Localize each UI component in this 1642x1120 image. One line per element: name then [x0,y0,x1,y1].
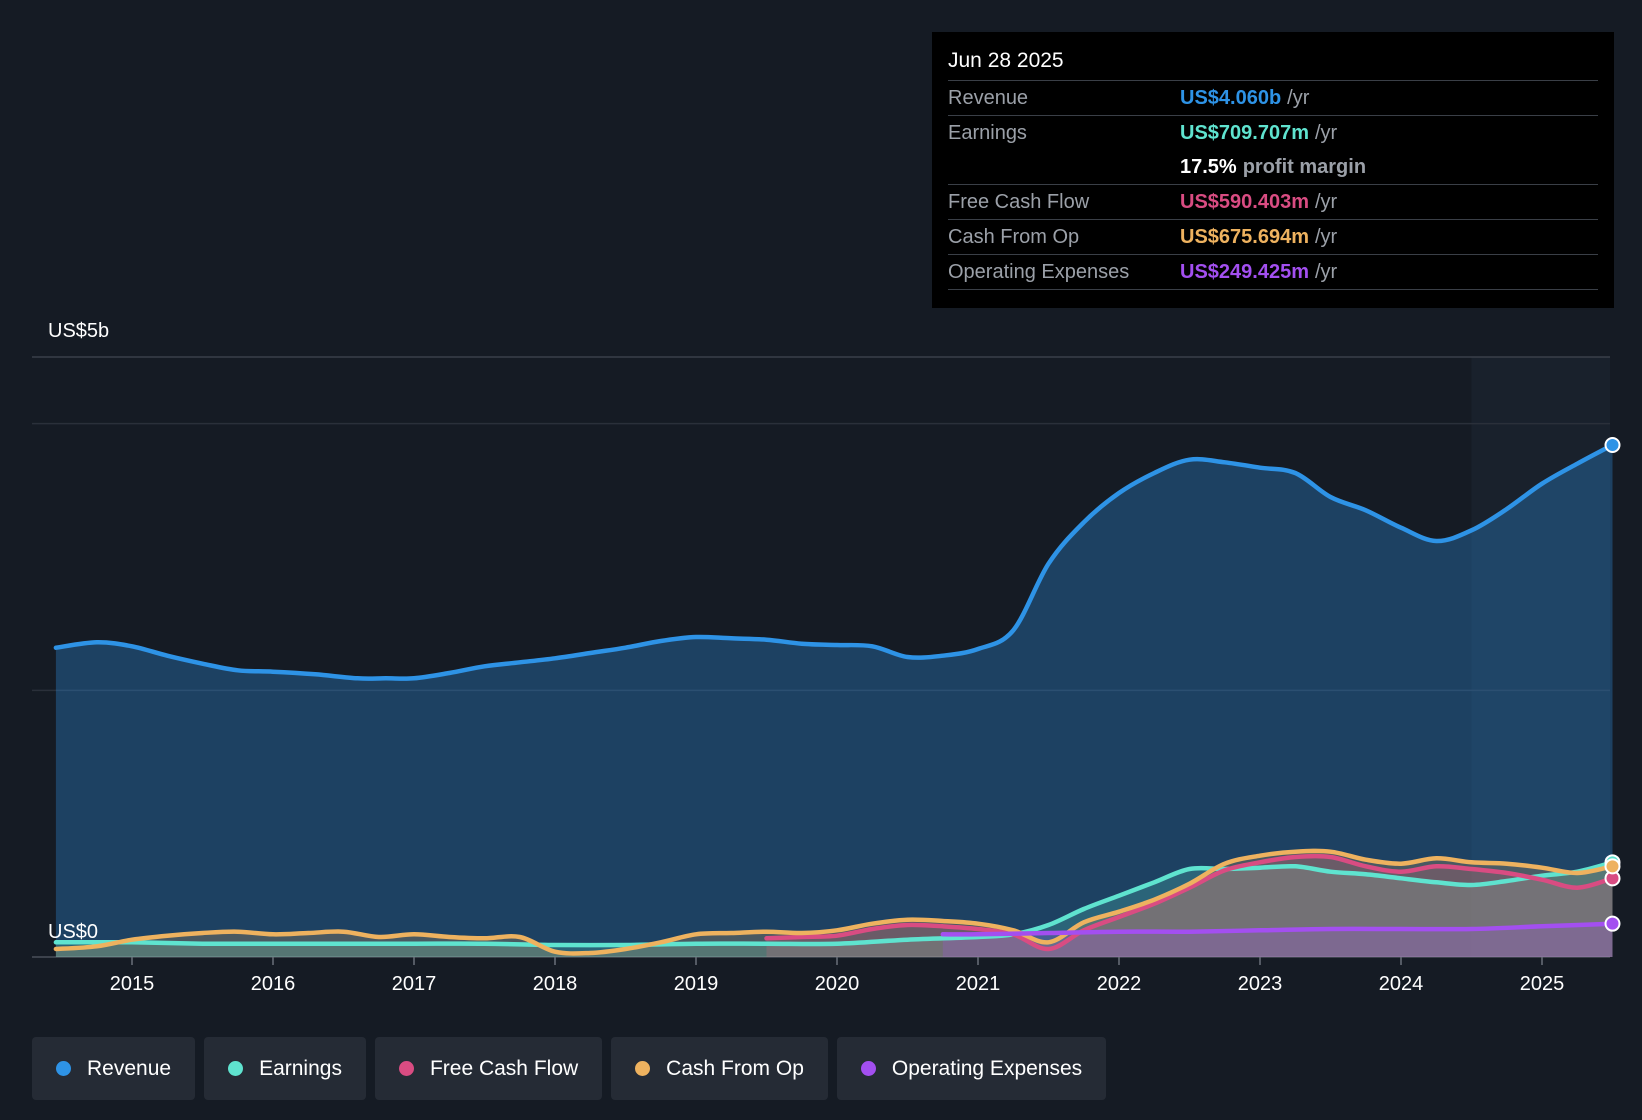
legend-dot-icon [398,1061,414,1076]
tooltip-row-revenue: Revenue US$4.060b /yr [948,80,1598,115]
legend-label: Operating Expenses [891,1056,1083,1080]
series-line-free-cash-flow [764,853,1615,952]
tooltip-row-earnings: Earnings US$709.707m /yr [948,115,1598,150]
tooltip-value: US$4.060b [1180,86,1282,109]
tooltip-label: Operating Expenses [948,260,1130,283]
x-tick-label: 2019 [674,973,719,995]
data-tooltip: Jun 28 2025 Revenue US$4.060b /yr Earnin… [932,32,1614,308]
tooltip-value: US$590.403m [1180,190,1309,213]
series-area-earnings [55,862,1613,957]
series-area-revenue [55,445,1613,957]
series-end-marker-operating-expenses [1604,915,1621,932]
series-line-cash-from-op [53,848,1615,956]
chart-legend: Revenue Earnings Free Cash Flow Cash Fro… [32,1037,1115,1100]
legend-item-operating-expenses[interactable]: Operating Expenses [836,1037,1107,1100]
x-tick-label: 2020 [815,973,860,995]
x-tick-label: 2023 [1238,973,1283,995]
legend-item-revenue[interactable]: Revenue [32,1037,196,1100]
tooltip-row-operating-expenses: Operating Expenses US$249.425m /yr [948,254,1598,290]
legend-label: Revenue [87,1056,172,1080]
tooltip-row-free-cash-flow: Free Cash Flow US$590.403m /yr [948,184,1598,219]
tooltip-value: 17.5% [1180,155,1237,178]
legend-label: Earnings [259,1056,342,1080]
legend-item-cash-from-op[interactable]: Cash From Op [611,1037,828,1100]
legend-dot-icon [56,1061,71,1076]
legend-label: Cash From Op [666,1056,804,1080]
series-line-operating-expenses [940,921,1615,937]
tooltip-date: Jun 28 2025 [948,49,1064,72]
x-tick-label: 2025 [1520,973,1565,995]
y-axis-top-label: US$5b [48,320,110,342]
tooltip-unit: /yr [1314,190,1338,213]
tooltip-unit: /yr [1287,86,1310,109]
x-tick-label: 2015 [110,973,155,995]
x-tick-label: 2022 [1097,973,1142,995]
legend-label: Free Cash Flow [429,1056,579,1080]
legend-dot-icon [635,1061,651,1076]
tooltip-unit: /yr [1314,121,1338,144]
series-end-marker-cash-from-op [1604,858,1621,875]
series-line-earnings [53,860,1615,948]
tooltip-row-profit-margin: 17.5% profit margin [948,150,1598,184]
x-tick-label: 2024 [1379,973,1424,995]
tooltip-label: Free Cash Flow [948,190,1090,213]
legend-item-earnings[interactable]: Earnings [204,1037,366,1100]
tooltip-label: Cash From Op [948,225,1080,248]
x-tick-label: 2016 [251,973,296,995]
series-end-marker-revenue [1604,437,1621,453]
tooltip-value: US$709.707m [1180,121,1309,144]
tooltip-value: US$249.425m [1180,260,1309,283]
tooltip-unit: /yr [1314,225,1338,248]
series-area-free-cash-flow [766,856,1613,957]
tooltip-label: Revenue [948,86,1029,109]
tooltip-unit: /yr [1314,260,1338,283]
legend-item-free-cash-flow[interactable]: Free Cash Flow [374,1037,603,1100]
y-axis-bottom-label: US$0 [48,921,99,943]
tooltip-label: Earnings [948,121,1027,144]
series-line-revenue [53,442,1615,681]
tooltip-unit: profit margin [1242,155,1367,178]
x-tick-label: 2017 [392,973,437,995]
legend-dot-icon [860,1061,876,1076]
tooltip-row-cash-from-op: Cash From Op US$675.694m /yr [948,219,1598,254]
tooltip-value: US$675.694m [1180,225,1309,248]
x-tick-label: 2021 [956,973,1001,995]
legend-dot-icon [228,1061,244,1076]
x-tick-label: 2018 [533,973,578,995]
